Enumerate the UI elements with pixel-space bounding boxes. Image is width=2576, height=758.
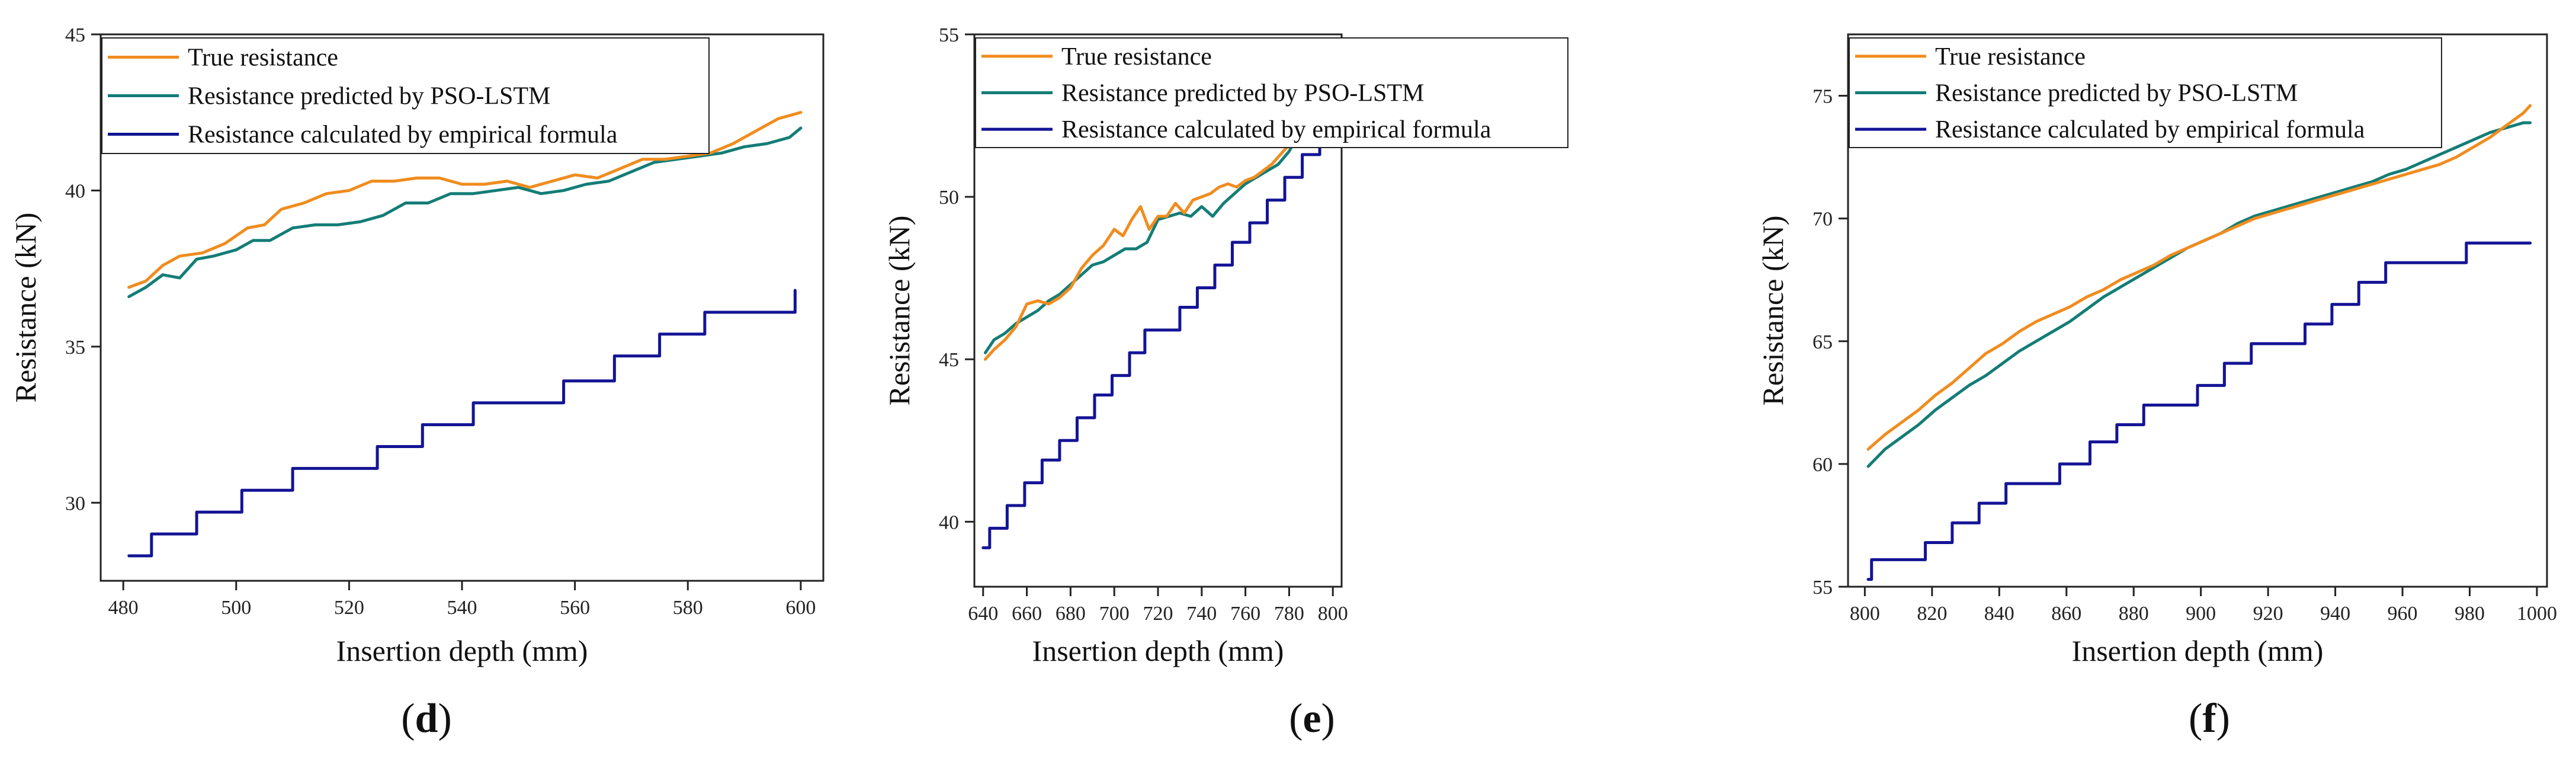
plot-border [1847, 33, 2548, 588]
x-tick-label: 1000 [2517, 603, 2557, 625]
x-tick-label: 800 [1850, 603, 1880, 625]
panel-f: 800 820 840 860 880 900 920 940 960 980 1000 55 60 65… [1756, 33, 2557, 741]
legend-label-true: True resistance [1061, 43, 1212, 71]
x-tick-label: 860 [2051, 603, 2081, 625]
x-tick-label: 720 [1143, 603, 1173, 625]
x-tick-label: 960 [2388, 603, 2418, 625]
x-axis-title: Insertion depth (mm) [2072, 634, 2324, 667]
x-tick-label: 760 [1230, 603, 1260, 625]
x-axis-title: Insertion depth (mm) [1032, 634, 1284, 667]
x-tick-label: 940 [2320, 603, 2350, 625]
legend-label-empirical: Resistance calculated by empirical formu… [1935, 116, 2365, 143]
legend-box [975, 37, 1568, 148]
legend-label-empirical: Resistance calculated by empirical formu… [188, 121, 618, 149]
x-tick-label: 980 [2455, 603, 2485, 625]
series-line-emp [1866, 241, 2532, 581]
series-line-pred [983, 65, 1326, 354]
series-lines [981, 55, 1326, 549]
legend-label-predicted: Resistance predicted by PSO-LSTM [188, 83, 550, 110]
series-line-true [983, 55, 1326, 361]
y-axis-title: Resistance (kN) [9, 213, 42, 403]
y-tick-label: 30 [65, 492, 85, 514]
x-tick-label: 780 [1274, 603, 1304, 625]
y-tick-label: 45 [65, 24, 85, 46]
series-line-pred [1866, 121, 2532, 468]
y-tick-label: 40 [939, 511, 959, 533]
panel-e: 640 660 680 700 720 740 760 780 800 40 45 50 55 True… [883, 24, 1568, 741]
x-tick-label: 500 [221, 597, 251, 619]
y-tick-label: 35 [65, 337, 85, 359]
x-tick-label: 640 [968, 603, 998, 625]
legend-box [101, 37, 710, 154]
panel-letter: d [415, 696, 438, 741]
legend-label-predicted: Resistance predicted by PSO-LSTM [1061, 80, 1424, 107]
plot-frame [1847, 33, 2548, 588]
series-line-emp [981, 130, 1326, 549]
x-tick-label: 580 [673, 597, 703, 619]
x-axis-title: Insertion depth (mm) [336, 634, 588, 667]
series-lines [127, 111, 803, 558]
axis-ticks: 800 820 840 860 880 900 920 940 960 980 1000 55 60 65… [1812, 86, 2557, 625]
y-tick-label: 60 [1812, 454, 1833, 476]
y-tick-label: 40 [65, 180, 85, 202]
y-tick-label: 75 [1812, 86, 1833, 108]
y-axis-title: Resistance (kN) [883, 216, 916, 406]
panel-letter: e [1303, 696, 1321, 741]
panel-label: (f) [2189, 696, 2230, 741]
x-tick-label: 480 [108, 597, 139, 619]
x-tick-label: 840 [1984, 603, 2014, 625]
legend-label-true: True resistance [1935, 43, 2086, 71]
series-lines [1866, 104, 2532, 581]
x-tick-label: 520 [334, 597, 364, 619]
x-tick-label: 820 [1917, 603, 1947, 625]
y-tick-label: 50 [939, 187, 959, 209]
x-tick-label: 700 [1099, 603, 1130, 625]
legend-box [1849, 37, 2442, 148]
y-tick-label: 45 [939, 349, 959, 371]
x-tick-label: 900 [2186, 603, 2216, 625]
x-tick-label: 800 [1318, 603, 1348, 625]
x-tick-label: 740 [1186, 603, 1217, 625]
x-tick-label: 560 [560, 597, 590, 619]
legend: True resistance Resistance predicted by … [975, 37, 1568, 148]
y-tick-label: 65 [1812, 331, 1833, 353]
series-line-true [1866, 104, 2532, 451]
x-tick-label: 920 [2253, 603, 2283, 625]
axis-ticks: 640 660 680 700 720 740 760 780 800 40 45 50 55 [939, 24, 1348, 625]
x-tick-label: 660 [1012, 603, 1042, 625]
x-tick-label: 680 [1056, 603, 1086, 625]
y-tick-label: 70 [1812, 209, 1833, 231]
y-tick-label: 55 [1812, 577, 1833, 599]
panel-label: (e) [1289, 696, 1335, 741]
series-line-true [127, 111, 803, 289]
y-tick-label: 55 [939, 24, 959, 46]
axis-ticks: 480 500 520 540 560 580 600 30 35 40 45 [65, 24, 816, 619]
legend-label-empirical: Resistance calculated by empirical formu… [1061, 116, 1491, 143]
legend: True resistance Resistance predicted by … [1849, 37, 2442, 148]
panel-letter: f [2202, 696, 2216, 741]
legend-label-true: True resistance [188, 44, 338, 72]
x-tick-label: 880 [2119, 603, 2149, 625]
x-tick-label: 600 [785, 597, 816, 619]
legend-label-predicted: Resistance predicted by PSO-LSTM [1935, 80, 2298, 107]
panel-label: (d) [401, 696, 452, 741]
y-axis-title: Resistance (kN) [1756, 216, 1789, 406]
series-line-pred [127, 126, 803, 299]
panel-d: 480 500 520 540 560 580 600 30 35 40 45 True resis… [9, 24, 825, 741]
x-tick-label: 540 [447, 597, 477, 619]
series-line-emp [127, 289, 797, 558]
legend: True resistance Resistance predicted by … [101, 37, 710, 154]
